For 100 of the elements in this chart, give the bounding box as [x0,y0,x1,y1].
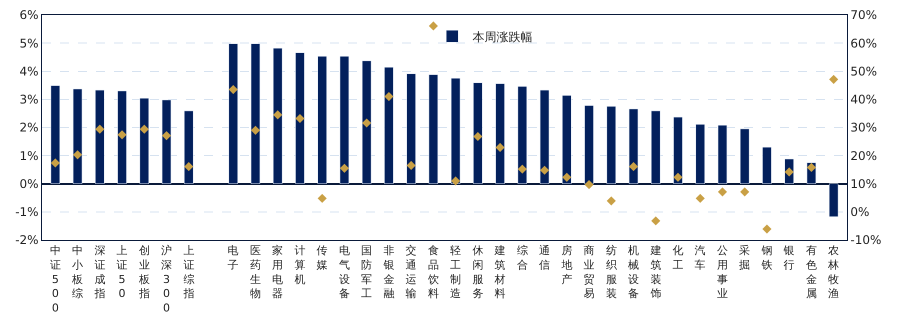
bar [518,86,528,184]
point [340,164,349,173]
point [162,131,172,140]
point [740,187,750,196]
bar [140,98,149,184]
bar [606,106,616,184]
bar [318,56,327,184]
point [496,142,505,152]
bar [384,67,394,184]
bar [340,56,350,184]
x-tick-label: 化工 [672,244,684,272]
bar [628,108,638,184]
x-tick-label: 综合 [516,244,528,272]
y-tick-label: 4% [20,64,39,78]
bar [562,95,572,184]
x-tick-label: 深证成指 [93,244,106,300]
bar [740,128,750,184]
x-tick-label: 中证500 [50,244,61,314]
x-tick-label: 上证综指 [182,244,194,300]
point [451,176,460,186]
bar [495,83,505,184]
x-tick-label: 公用事业 [716,244,728,300]
bar [584,105,594,184]
bar [117,90,127,184]
y2-tick-label: -10% [850,233,882,248]
x-tick-label: 机械设备 [628,244,640,300]
legend-label: 本周涨跌幅 [472,30,532,44]
y2-tick-label: 40% [850,92,878,107]
point [140,124,149,134]
x-tick-label: 汽车 [694,244,706,272]
x-tick-label: 轻工制造 [450,244,462,300]
bar [250,43,260,184]
point [518,164,527,174]
bar [828,184,838,217]
bar [406,74,416,184]
y2-tick-label: 0% [850,205,870,220]
bar [295,52,305,184]
x-tick-label: 建筑装饰 [649,244,662,300]
y2-tick-label: 30% [850,120,878,135]
bar [762,146,772,184]
x-tick-label: 非银金融 [382,244,394,300]
y-tick-label: -1% [15,205,39,220]
x-tick-label: 房地产 [560,244,572,286]
x-tick-label: 有色金属 [806,244,817,300]
bar [184,110,194,184]
bar [718,125,728,184]
x-tick-label: 农林牧渔 [827,244,840,300]
point [318,194,327,203]
bar [673,116,683,184]
point [295,114,305,124]
point [762,224,772,234]
x-tick-label: 国防军工 [361,244,372,300]
y-tick-label: -2% [15,233,39,248]
point [540,166,550,175]
point [50,158,60,168]
x-tick-label: 建筑材料 [494,244,506,300]
y-tick-label: 2% [20,120,39,135]
point [718,187,728,196]
x-tick-label: 钢铁 [760,244,772,272]
bar [450,78,460,184]
point [696,194,705,203]
y2-tick-label: 70% [850,8,878,22]
point [250,126,260,135]
x-tick-label: 通信 [539,244,550,272]
point [428,21,438,31]
bar [72,88,82,184]
point [673,172,683,182]
bar [651,110,660,184]
bar [540,90,550,184]
x-tick-label: 食品饮料 [426,244,439,300]
x-tick-label: 医药生物 [250,244,261,300]
x-tick-label: 创业板指 [138,244,150,300]
y2-tick-label: 50% [850,64,878,78]
x-tick-label: 中小板综 [71,244,84,300]
x-tick-label: 交通运输 [406,244,417,300]
bar [95,90,105,184]
point [584,180,594,190]
y2-tick-label: 60% [850,36,878,50]
y-tick-label: 3% [20,92,39,107]
y2-tick-label: 10% [850,176,878,191]
point [73,150,82,160]
x-tick-label: 纺织服装 [606,244,617,300]
x-tick-label: 商业贸易 [584,244,595,300]
bar [362,60,372,184]
point [384,92,394,102]
x-tick-label: 计算机 [294,244,306,286]
point [406,160,416,170]
bar [428,74,438,184]
bar [273,48,282,184]
point [184,162,194,172]
y2-tick-label: 20% [850,148,878,163]
point [628,162,638,172]
bar [473,82,483,184]
bar [162,100,172,184]
x-tick-label: 家用电器 [272,244,284,300]
y-tick-label: 6% [20,8,39,22]
point [95,124,104,134]
x-tick-label: 沪深300 [161,244,172,314]
x-tick-label: 休闲服务 [472,244,484,300]
y-tick-label: 0% [20,176,39,191]
